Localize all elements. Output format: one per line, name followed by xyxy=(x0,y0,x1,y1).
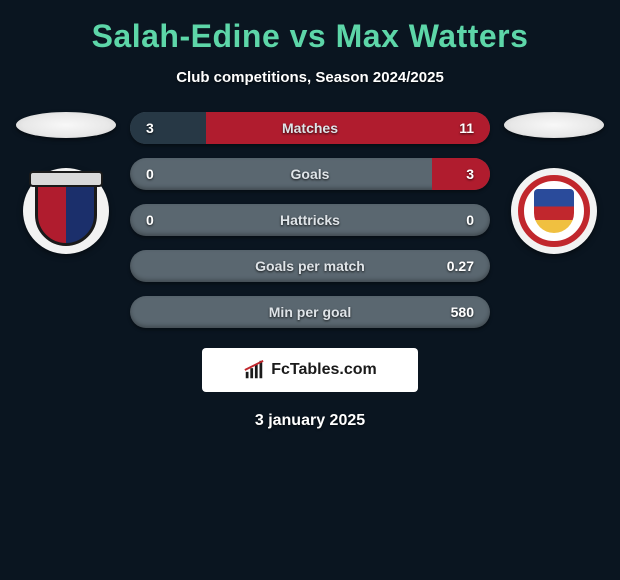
comparison-body: 3 Matches 11 0 Goals 3 0 Hattricks 0 Goals per ma… xyxy=(0,112,620,328)
stat-bar: 3 Matches 11 xyxy=(130,112,490,144)
branding-badge: FcTables.com xyxy=(202,348,418,392)
stat-value-right: 580 xyxy=(451,304,474,320)
stat-value-right: 11 xyxy=(459,120,474,136)
stat-label: Min per goal xyxy=(269,304,351,320)
date-text: 3 january 2025 xyxy=(0,412,620,430)
player-right-name: Max Watters xyxy=(336,18,529,54)
subtitle: Club competitions, Season 2024/2025 xyxy=(0,69,620,86)
player-right-photo-placeholder xyxy=(504,112,604,138)
stat-fill-left xyxy=(130,112,206,144)
player-left-name: Salah-Edine xyxy=(92,18,281,54)
shield-icon xyxy=(518,175,590,247)
stat-value-left: 0 xyxy=(146,166,154,182)
player-left-photo-placeholder xyxy=(16,112,116,138)
stat-label: Hattricks xyxy=(280,212,340,228)
right-column xyxy=(504,112,604,254)
stat-bar: Min per goal 580 xyxy=(130,296,490,328)
stat-bar: Goals per match 0.27 xyxy=(130,250,490,282)
chart-icon xyxy=(243,359,265,381)
stat-bar: 0 Hattricks 0 xyxy=(130,204,490,236)
shield-icon xyxy=(35,176,97,246)
stat-fill-right xyxy=(432,158,490,190)
stat-bars: 3 Matches 11 0 Goals 3 0 Hattricks 0 Goals per ma… xyxy=(130,112,490,328)
left-column xyxy=(16,112,116,254)
stat-bar: 0 Goals 3 xyxy=(130,158,490,190)
stat-label: Matches xyxy=(282,120,338,136)
stat-value-left: 3 xyxy=(146,120,154,136)
club-left-crest xyxy=(23,168,109,254)
branding-text: FcTables.com xyxy=(271,361,377,379)
comparison-card: Salah-Edine vs Max Watters Club competit… xyxy=(0,0,620,440)
club-right-crest xyxy=(511,168,597,254)
vs-text: vs xyxy=(290,18,327,54)
stat-value-right: 0 xyxy=(466,212,474,228)
stat-value-right: 0.27 xyxy=(447,258,474,274)
page-title: Salah-Edine vs Max Watters xyxy=(0,18,620,55)
stat-label: Goals per match xyxy=(255,258,365,274)
stat-value-right: 3 xyxy=(466,166,474,182)
stat-label: Goals xyxy=(291,166,330,182)
stat-fill-right xyxy=(206,112,490,144)
stat-value-left: 0 xyxy=(146,212,154,228)
